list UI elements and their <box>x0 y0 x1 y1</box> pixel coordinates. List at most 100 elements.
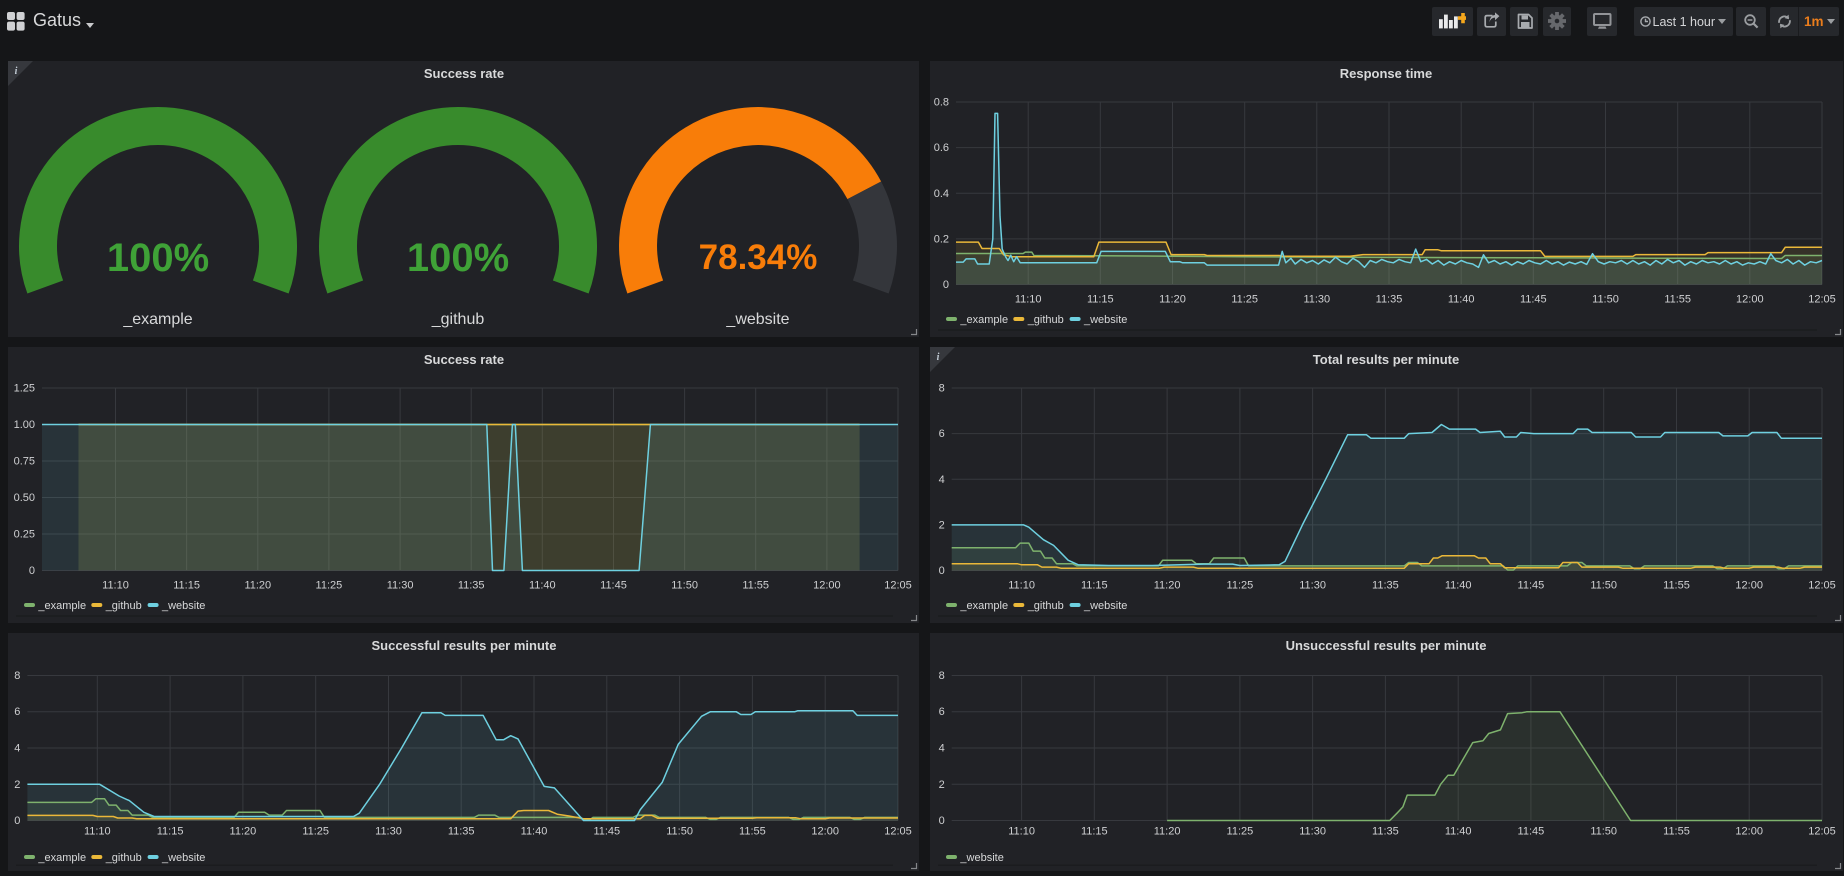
svg-text:_example: _example <box>959 314 1008 326</box>
svg-text:11:50: 11:50 <box>666 826 693 838</box>
svg-text:11:50: 11:50 <box>1590 826 1617 838</box>
svg-text:11:40: 11:40 <box>521 826 548 838</box>
svg-text:_github: _github <box>431 311 485 328</box>
svg-text:11:35: 11:35 <box>458 580 485 592</box>
svg-text:8: 8 <box>14 670 20 682</box>
svg-text:8: 8 <box>939 670 945 682</box>
svg-text:0.25: 0.25 <box>14 529 35 541</box>
svg-text:11:25: 11:25 <box>1227 580 1254 592</box>
svg-text:11:40: 11:40 <box>1445 826 1472 838</box>
svg-text:11:15: 11:15 <box>1087 294 1114 306</box>
svg-text:4: 4 <box>939 743 945 755</box>
svg-text:0: 0 <box>29 565 35 577</box>
svg-text:11:20: 11:20 <box>230 826 257 838</box>
svg-text:12:00: 12:00 <box>1736 294 1764 306</box>
svg-text:11:55: 11:55 <box>1664 294 1691 306</box>
svg-text:100%: 100% <box>107 236 209 280</box>
svg-text:0.50: 0.50 <box>14 492 35 504</box>
svg-text:11:20: 11:20 <box>1154 580 1181 592</box>
svg-text:_github: _github <box>105 852 142 864</box>
svg-text:100%: 100% <box>407 236 509 280</box>
svg-text:8: 8 <box>939 383 945 395</box>
svg-text:_github: _github <box>1027 314 1064 326</box>
svg-text:0.6: 0.6 <box>934 142 949 154</box>
svg-text:11:30: 11:30 <box>1299 580 1326 592</box>
svg-text:11:40: 11:40 <box>529 580 556 592</box>
svg-text:11:40: 11:40 <box>1445 580 1472 592</box>
svg-text:_website: _website <box>1083 314 1127 326</box>
svg-text:Response time: Response time <box>1340 66 1432 81</box>
svg-text:11:25: 11:25 <box>1231 294 1258 306</box>
svg-text:11:55: 11:55 <box>1663 826 1690 838</box>
svg-text:_example: _example <box>959 600 1008 612</box>
svg-text:78.34%: 78.34% <box>699 238 818 277</box>
svg-text:11:10: 11:10 <box>1015 294 1042 306</box>
svg-text:11:15: 11:15 <box>1081 580 1108 592</box>
svg-text:0.75: 0.75 <box>14 456 35 468</box>
svg-text:_website: _website <box>725 311 789 328</box>
svg-text:11:30: 11:30 <box>387 580 414 592</box>
svg-text:_website: _website <box>1083 600 1127 612</box>
svg-text:Successful results per minute: Successful results per minute <box>372 638 557 653</box>
svg-text:12:05: 12:05 <box>1808 580 1836 592</box>
svg-text:11:15: 11:15 <box>173 580 200 592</box>
svg-text:11:40: 11:40 <box>1448 294 1475 306</box>
svg-text:11:50: 11:50 <box>671 580 698 592</box>
svg-text:Success rate: Success rate <box>424 352 504 367</box>
svg-text:11:30: 11:30 <box>375 826 402 838</box>
svg-text:Total results per minute: Total results per minute <box>1313 352 1459 367</box>
svg-text:_example: _example <box>37 600 86 612</box>
svg-text:11:25: 11:25 <box>1227 826 1254 838</box>
svg-text:12:00: 12:00 <box>813 580 841 592</box>
svg-text:12:00: 12:00 <box>1735 580 1763 592</box>
svg-text:11:55: 11:55 <box>742 580 769 592</box>
svg-text:11:55: 11:55 <box>1663 580 1690 592</box>
svg-text:11:45: 11:45 <box>600 580 627 592</box>
svg-text:11:35: 11:35 <box>1372 580 1399 592</box>
svg-text:11:50: 11:50 <box>1590 580 1617 592</box>
svg-text:0.4: 0.4 <box>934 188 949 200</box>
svg-text:11:15: 11:15 <box>157 826 184 838</box>
svg-text:11:10: 11:10 <box>1008 826 1035 838</box>
svg-text:12:05: 12:05 <box>884 580 912 592</box>
svg-text:2: 2 <box>14 779 20 791</box>
svg-text:11:50: 11:50 <box>1592 294 1619 306</box>
svg-text:_github: _github <box>1027 600 1064 612</box>
svg-text:0.2: 0.2 <box>934 233 949 245</box>
svg-text:11:10: 11:10 <box>102 580 129 592</box>
svg-text:6: 6 <box>939 428 945 440</box>
svg-text:i: i <box>937 352 940 363</box>
svg-text:6: 6 <box>939 706 945 718</box>
svg-text:12:00: 12:00 <box>1735 826 1763 838</box>
svg-text:11:25: 11:25 <box>302 826 329 838</box>
svg-text:_example: _example <box>122 311 192 328</box>
svg-text:12:05: 12:05 <box>884 826 912 838</box>
svg-text:11:35: 11:35 <box>1376 294 1403 306</box>
svg-text:11:45: 11:45 <box>1520 294 1547 306</box>
svg-text:12:05: 12:05 <box>1808 826 1836 838</box>
svg-text:Success rate: Success rate <box>424 66 504 81</box>
svg-text:_github: _github <box>105 600 142 612</box>
svg-text:11:10: 11:10 <box>84 826 111 838</box>
svg-text:11:20: 11:20 <box>244 580 271 592</box>
svg-text:12:05: 12:05 <box>1808 294 1836 306</box>
svg-text:0: 0 <box>943 279 949 291</box>
svg-text:_website: _website <box>959 852 1003 864</box>
svg-text:11:20: 11:20 <box>1154 826 1181 838</box>
svg-text:11:30: 11:30 <box>1303 294 1330 306</box>
svg-text:i: i <box>15 66 18 77</box>
svg-text:0: 0 <box>939 815 945 827</box>
svg-text:11:45: 11:45 <box>593 826 620 838</box>
svg-text:2: 2 <box>939 779 945 791</box>
svg-text:4: 4 <box>14 743 20 755</box>
svg-text:11:20: 11:20 <box>1159 294 1186 306</box>
svg-text:0: 0 <box>939 565 945 577</box>
svg-text:0.8: 0.8 <box>934 97 949 109</box>
svg-text:_website: _website <box>161 600 205 612</box>
svg-text:Unsuccessful results per minut: Unsuccessful results per minute <box>1286 638 1487 653</box>
svg-text:_website: _website <box>161 852 205 864</box>
svg-text:11:10: 11:10 <box>1008 580 1035 592</box>
svg-text:11:45: 11:45 <box>1518 580 1545 592</box>
svg-text:11:55: 11:55 <box>739 826 766 838</box>
svg-text:0: 0 <box>14 815 20 827</box>
